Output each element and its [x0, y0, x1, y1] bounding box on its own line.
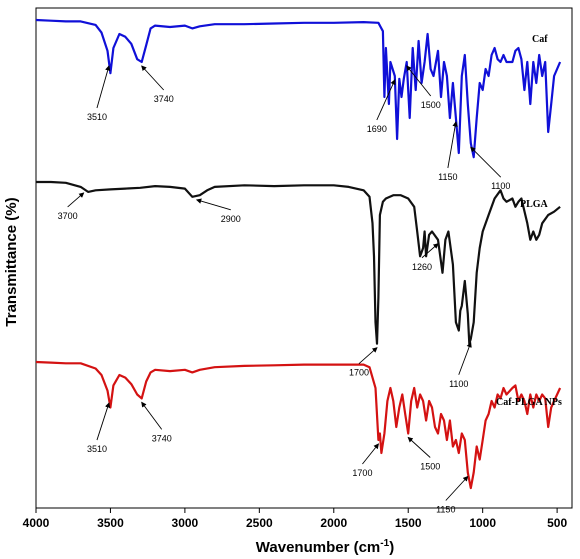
annotation-arrow — [141, 401, 163, 430]
annotation-label: 1500 — [421, 100, 441, 110]
annotation-label: 1700 — [352, 468, 372, 478]
series-line-caf — [35, 18, 562, 159]
annotation-label: 1500 — [420, 462, 440, 472]
annotation-label: 3510 — [87, 444, 107, 454]
annotation-arrow — [447, 121, 458, 169]
x-tick-label: 4000 — [23, 516, 50, 530]
annotation-label: 3740 — [154, 94, 174, 104]
x-tick-label: 500 — [547, 516, 567, 530]
annotation-arrow — [141, 65, 165, 91]
annotation-arrow — [376, 79, 396, 121]
annotation-arrow — [358, 347, 378, 365]
annotation-arrow — [458, 341, 472, 375]
annotation-label: 1100 — [491, 181, 510, 191]
annotation-arrow — [195, 198, 231, 211]
annotation-arrow — [96, 65, 111, 109]
x-axis-ticks: 4000 3500 3000 2500 2000 1500 1000 500 — [23, 508, 567, 530]
x-tick-label: 2500 — [246, 516, 273, 530]
annotation-arrow — [445, 475, 469, 501]
series-label: PLGA — [520, 199, 549, 210]
annotation-arrow — [421, 243, 439, 259]
annotation-arrow — [470, 146, 502, 178]
plot-frame — [35, 7, 573, 509]
series-label: Caf — [532, 34, 548, 45]
annotation-arrow — [362, 443, 380, 465]
x-tick-label: 1500 — [395, 516, 422, 530]
annotation-arrow — [407, 436, 431, 458]
annotation-label: 1690 — [367, 124, 387, 134]
annotation-arrow — [96, 402, 111, 441]
series-group: Caf PLGA Caf-PLGA NPs — [35, 18, 562, 490]
x-axis-label-main: Wavenumber (cm — [256, 539, 380, 556]
series-line-caf-plga-nps — [35, 360, 562, 490]
annotation-label: 3700 — [58, 211, 78, 221]
annotation-label: 1700 — [349, 368, 369, 378]
annotation-arrow — [406, 65, 432, 97]
annotation-label: 1150 — [436, 505, 455, 515]
annotation-label: 1150 — [438, 172, 457, 182]
annotation-label: 1260 — [412, 262, 432, 272]
x-tick-label: 3500 — [97, 516, 124, 530]
x-tick-label: 1000 — [469, 516, 496, 530]
annotation-label: 3510 — [87, 112, 107, 122]
annotation-label: 2900 — [221, 214, 241, 224]
x-axis-label-superscript: -1 — [380, 538, 389, 549]
y-axis-label: Transmittance (%) — [3, 197, 20, 326]
annotation-arrow — [67, 192, 85, 208]
series-line-plga — [36, 180, 561, 345]
x-tick-label: 2000 — [320, 516, 347, 530]
annotations-group: 3510 3740 1690 1500 1150 1100 3700 2900 1700 1260… — [58, 65, 510, 515]
annotation-label: 1100 — [449, 379, 468, 389]
series-label: Caf-PLGA NPs — [496, 397, 562, 408]
x-axis-label-end: ) — [389, 539, 394, 556]
annotation-label: 3740 — [152, 433, 172, 443]
x-tick-label: 3000 — [172, 516, 199, 530]
x-axis-label: Wavenumber (cm-1) — [256, 538, 394, 556]
